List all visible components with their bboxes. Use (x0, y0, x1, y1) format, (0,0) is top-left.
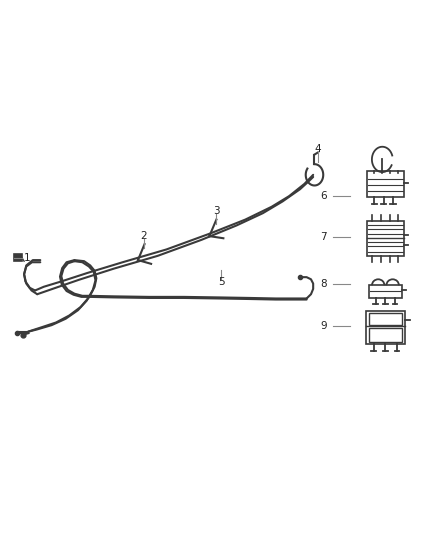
Bar (369, 313, 402, 325)
Text: 3: 3 (213, 206, 220, 215)
Bar (369, 328, 402, 342)
Text: 7: 7 (320, 232, 327, 242)
Bar (366, 311, 405, 344)
Text: 6: 6 (320, 191, 327, 201)
Bar (14, 254, 22, 261)
Bar (367, 171, 404, 197)
Text: 4: 4 (314, 144, 321, 154)
Text: 8: 8 (320, 279, 327, 288)
Text: 2: 2 (140, 231, 147, 240)
Text: 5: 5 (218, 278, 225, 287)
Text: 9: 9 (320, 321, 327, 331)
Text: 1: 1 (24, 253, 31, 263)
Bar (369, 285, 402, 298)
Bar (367, 221, 404, 256)
